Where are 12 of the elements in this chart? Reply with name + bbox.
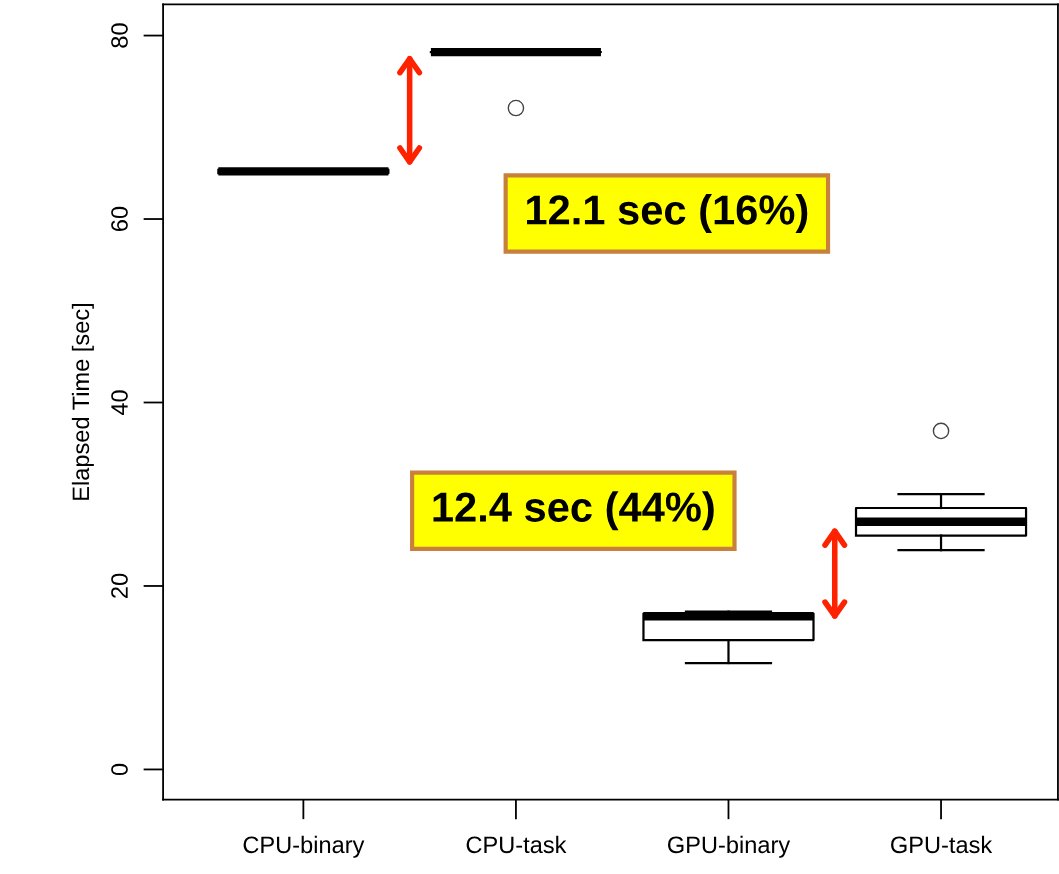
annotation: 12.4 sec (44%) <box>433 491 714 531</box>
x-tick-label: CPU-binary <box>243 835 365 858</box>
y-tick-label: 40 <box>111 390 128 416</box>
y-tick-label: 80 <box>111 23 128 48</box>
annotation: 12.1 sec (16%) <box>527 194 808 233</box>
x-tick-label: GPU-task <box>891 835 993 854</box>
y-axis-title: Elapsed Time [sec] <box>71 303 94 500</box>
y-tick-label: 60 <box>111 206 128 231</box>
x-tick-label: CPU-task <box>466 835 567 854</box>
x-tick-label: GPU-binary <box>668 835 791 858</box>
y-tick-label: 0 <box>111 763 128 776</box>
y-tick-label: 20 <box>111 573 128 598</box>
